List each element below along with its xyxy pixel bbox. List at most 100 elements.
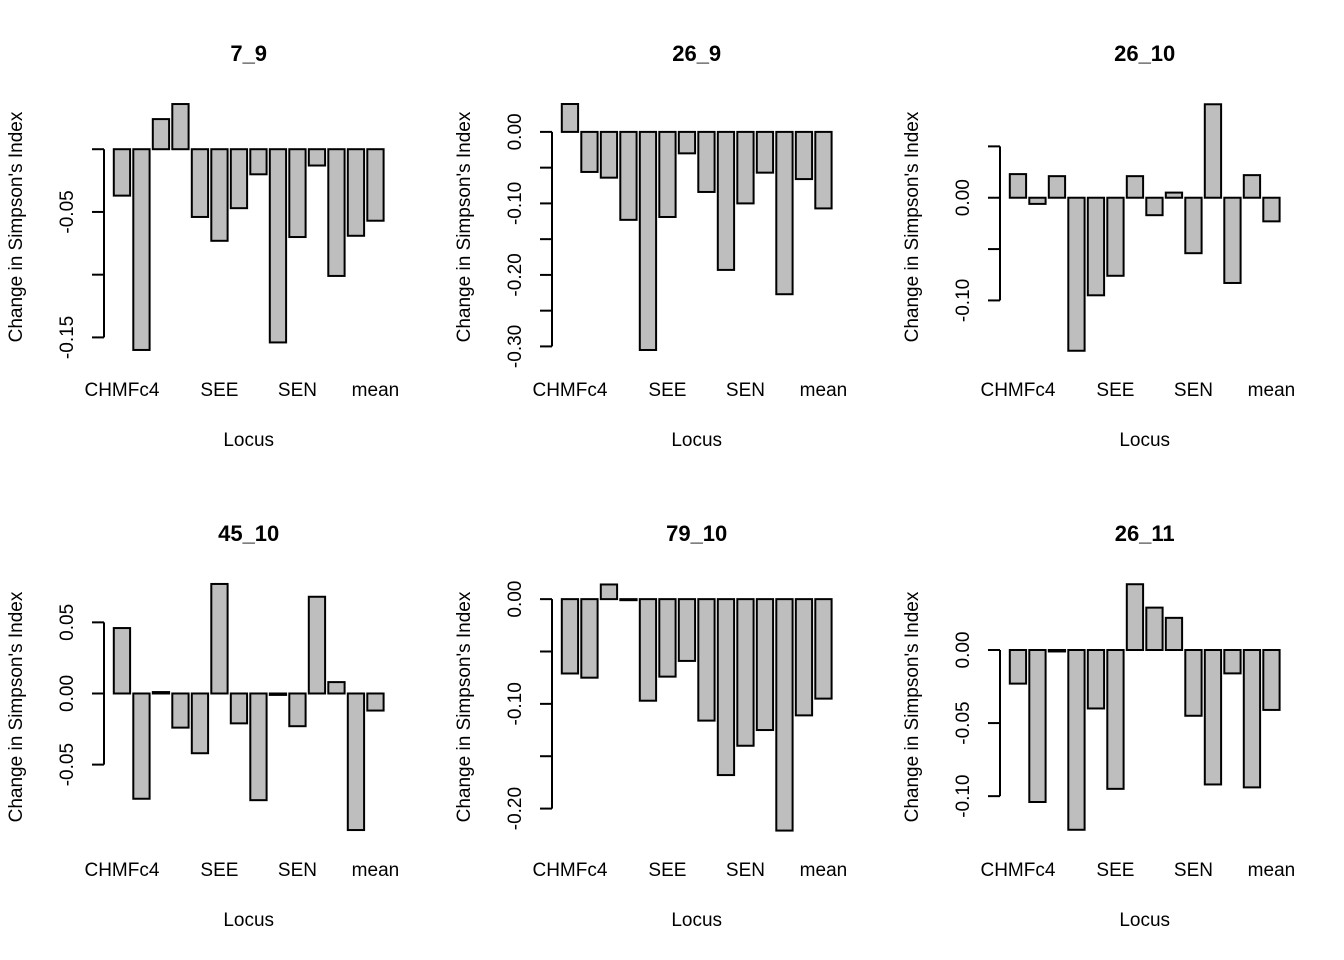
bar-0 (112, 627, 132, 695)
x-tick-label: SEN (726, 380, 765, 401)
bar-6 (1125, 583, 1145, 651)
bar-10 (1203, 649, 1223, 786)
bar-2 (1047, 175, 1067, 199)
x-tick-label: SEN (726, 860, 765, 881)
x-tick-label: mean (800, 380, 848, 401)
x-tick-label: mean (352, 860, 400, 881)
bar-8 (716, 130, 736, 271)
x-axis-label: Locus (223, 430, 274, 451)
bar-13 (1262, 649, 1281, 711)
bar-12 (1242, 174, 1262, 199)
x-axis-label: Locus (671, 910, 722, 931)
bar-11 (327, 148, 346, 277)
y-tick-label: 0.00 (953, 632, 974, 669)
bar-5 (210, 148, 229, 242)
bar-8 (1164, 616, 1184, 652)
bar-8 (268, 692, 288, 696)
bar-1 (1028, 196, 1047, 205)
bar-10 (307, 148, 327, 167)
bar-9 (1184, 649, 1203, 717)
bar-8 (716, 598, 736, 777)
x-tick-label: SEE (1096, 380, 1134, 401)
y-tick-label: 0.00 (953, 179, 974, 216)
bar-3 (171, 103, 190, 151)
bar-7 (249, 692, 268, 802)
y-axis-label: Change in Simpson's Index (902, 591, 923, 822)
y-tick-label: -0.10 (953, 279, 974, 322)
y-tick-label: 0.00 (505, 113, 526, 150)
x-tick-label: CHMFc4 (532, 380, 607, 401)
y-tick-label: -0.05 (953, 701, 974, 744)
bar-10 (755, 130, 775, 174)
x-tick-label: SEE (648, 380, 686, 401)
bar-12 (794, 598, 814, 717)
bar-3 (619, 130, 638, 221)
bar-8 (1164, 191, 1184, 199)
panel-26_9: 26_9 0.00 -0.10 -0.20 -0.30 CHMFc4 SEE SEN mean L… (454, 41, 847, 451)
bar-6 (677, 130, 697, 155)
x-tick-label: mean (1248, 860, 1296, 881)
bar-12 (346, 692, 366, 832)
x-tick-label: SEN (278, 380, 317, 401)
bar-13 (366, 148, 385, 222)
bar-11 (775, 130, 794, 296)
x-axis-label: Locus (671, 430, 722, 451)
bar-5 (1106, 649, 1125, 790)
bar-2 (151, 118, 171, 151)
bar-1 (580, 130, 599, 173)
y-tick-label: -0.10 (505, 682, 526, 725)
x-tick-label: SEN (1174, 380, 1213, 401)
bar-2 (599, 583, 619, 601)
bar-1 (132, 148, 151, 351)
y-axis-label: Change in Simpson's Index (902, 111, 923, 342)
chart-title: 26_11 (1115, 521, 1175, 546)
y-tick-label: -0.10 (505, 182, 526, 225)
bar-2 (151, 691, 171, 695)
bar-12 (1242, 649, 1262, 789)
bar-11 (1223, 649, 1242, 675)
bar-3 (1067, 649, 1086, 831)
x-tick-label: SEN (278, 860, 317, 881)
bar-10 (307, 595, 327, 695)
x-tick-label: SEE (1096, 860, 1134, 881)
bar-11 (775, 598, 794, 832)
bar-4 (1086, 649, 1106, 710)
y-tick-label: 0.00 (57, 675, 78, 712)
bar-7 (697, 130, 716, 193)
x-tick-label: CHMFc4 (980, 860, 1055, 881)
y-tick-label: -0.05 (57, 743, 78, 786)
chart-title: 45_10 (218, 521, 279, 546)
y-tick-label: 0.00 (505, 581, 526, 618)
y-tick-label: -0.30 (505, 325, 526, 368)
bar-11 (327, 681, 346, 695)
bar-11 (1223, 196, 1242, 284)
x-tick-label: CHMFc4 (980, 380, 1055, 401)
panel-45_10: 45_10 0.05 0.00 -0.05 CHMFc4 SEE SEN mean Locus C… (6, 521, 399, 931)
y-tick-label: 0.05 (57, 604, 78, 641)
x-tick-label: mean (800, 860, 848, 881)
bar-4 (190, 148, 210, 218)
bar-10 (1203, 103, 1223, 199)
bar-9 (288, 148, 307, 239)
bar-12 (794, 130, 814, 181)
x-tick-label: SEE (200, 380, 238, 401)
y-axis-label: Change in Simpson's Index (6, 111, 27, 342)
bar-4 (638, 130, 658, 351)
bar-6 (1125, 175, 1145, 199)
bar-2 (599, 130, 619, 179)
x-axis-label: Locus (1119, 430, 1170, 451)
bar-9 (736, 598, 755, 747)
bar-4 (190, 692, 210, 755)
chart-title: 26_10 (1114, 41, 1175, 66)
bar-5 (1106, 196, 1125, 277)
x-tick-label: SEE (200, 860, 238, 881)
x-tick-label: SEE (648, 860, 686, 881)
bar-9 (1184, 196, 1203, 255)
bar-4 (638, 598, 658, 702)
bar-6 (229, 692, 249, 725)
panel-79_10: 79_10 0.00 -0.10 -0.20 CHMFc4 SEE SEN mean Locus… (454, 521, 847, 931)
bar-13 (814, 130, 833, 210)
x-tick-label: CHMFc4 (532, 860, 607, 881)
y-axis-label: Change in Simpson's Index (454, 591, 475, 822)
bar-6 (677, 598, 697, 662)
